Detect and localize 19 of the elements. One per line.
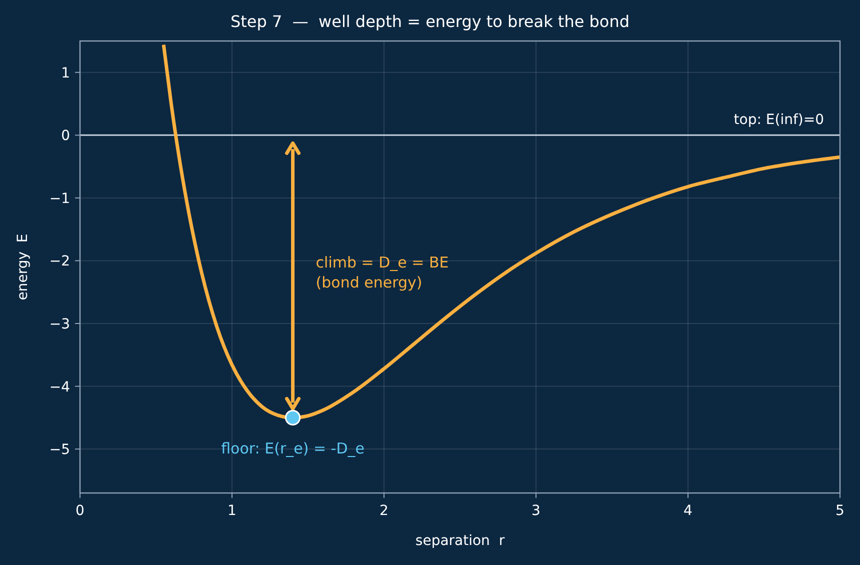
y-axis-title: energy E — [15, 234, 31, 300]
x-tick-label: 0 — [76, 503, 84, 519]
x-tick-label: 3 — [532, 503, 540, 519]
annotation: floor: E(r_e) = -D_e — [221, 440, 365, 458]
annotation: climb = D_e = BE (bond energy) — [316, 253, 449, 292]
chart-title: Step 7 — well depth = energy to break the bond — [230, 12, 630, 31]
y-tick-label: 1 — [61, 65, 70, 82]
x-tick-label: 4 — [684, 503, 693, 519]
y-tick-label: 0 — [61, 128, 70, 144]
x-tick-label: 5 — [836, 503, 844, 519]
x-tick-label: 2 — [380, 503, 388, 519]
y-tick-label: −4 — [49, 379, 70, 396]
y-tick-label: −3 — [49, 316, 70, 332]
x-axis-title: separation r — [415, 533, 505, 549]
y-tick-label: −5 — [49, 442, 70, 458]
ref-line-label: top: E(inf)=0 — [734, 112, 824, 128]
y-tick-label: −1 — [49, 190, 70, 207]
y-tick-label: −2 — [49, 254, 70, 270]
x-tick-label: 1 — [228, 503, 236, 519]
